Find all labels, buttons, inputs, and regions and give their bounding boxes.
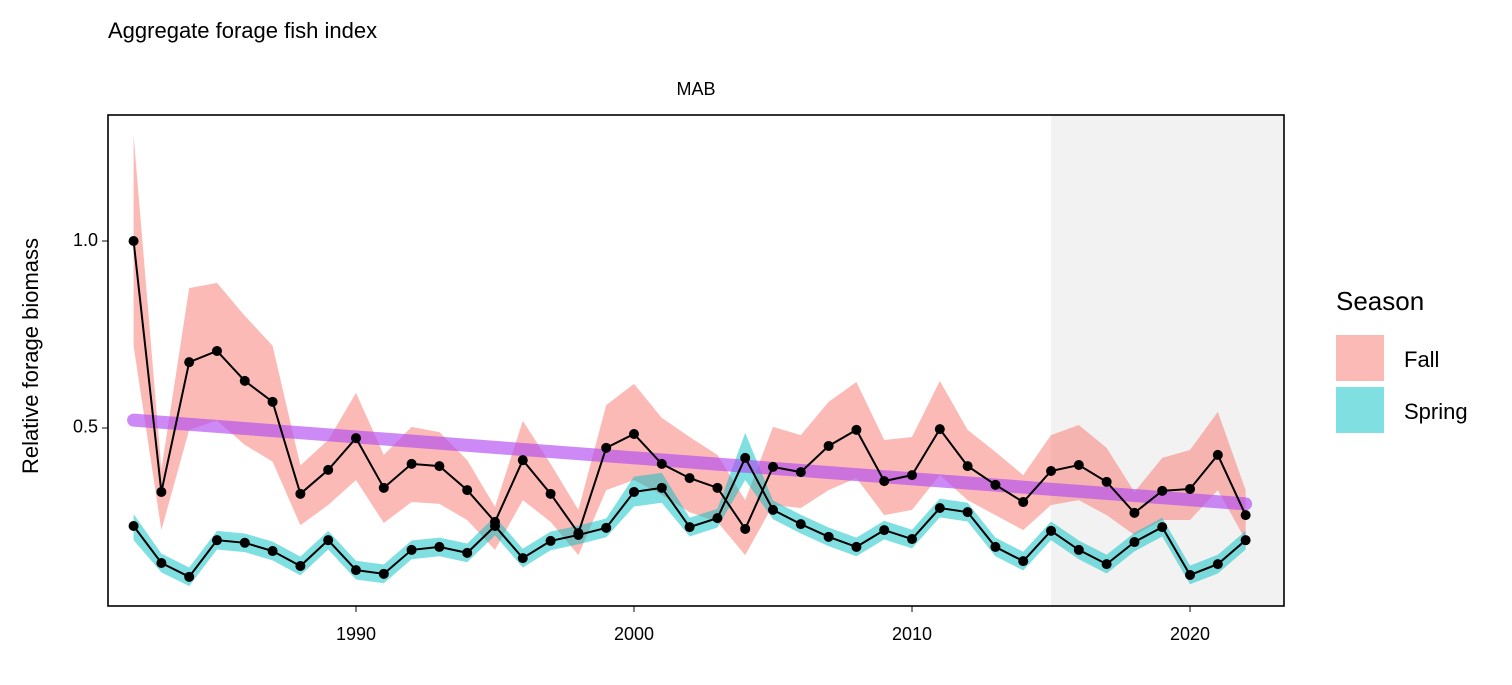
- data-point: [517, 553, 528, 564]
- data-point: [684, 522, 695, 533]
- data-point: [712, 513, 723, 524]
- data-point: [545, 535, 556, 546]
- data-point: [128, 236, 139, 247]
- data-point: [879, 525, 890, 536]
- data-point: [1185, 483, 1196, 494]
- data-point: [851, 541, 862, 552]
- data-point: [1101, 559, 1112, 570]
- data-point: [128, 520, 139, 531]
- data-point: [350, 433, 361, 444]
- data-point: [267, 396, 278, 407]
- data-point: [462, 485, 473, 496]
- data-point: [823, 440, 834, 451]
- x-tick-label: 2000: [614, 624, 654, 644]
- data-point: [601, 442, 612, 453]
- data-point: [323, 464, 334, 475]
- data-point: [629, 428, 640, 439]
- data-point: [406, 458, 417, 469]
- data-point: [934, 424, 945, 435]
- data-point: [962, 507, 973, 518]
- data-point: [740, 523, 751, 534]
- data-point: [1212, 449, 1223, 460]
- y-tick-label: 0.5: [73, 417, 98, 437]
- data-point: [907, 470, 918, 481]
- data-point: [267, 546, 278, 557]
- data-point: [573, 529, 584, 540]
- data-point: [879, 476, 890, 487]
- legend-key: [1336, 335, 1384, 381]
- data-point: [323, 535, 334, 546]
- y-axis-title: Relative forage biomass: [18, 238, 43, 474]
- x-tick-label: 2020: [1170, 624, 1210, 644]
- chart-title: Aggregate forage fish index: [108, 18, 377, 43]
- data-point: [489, 520, 500, 531]
- data-point: [1129, 507, 1140, 518]
- data-point: [434, 541, 445, 552]
- data-point: [1018, 497, 1029, 508]
- data-point: [934, 503, 945, 514]
- facet-label: MAB: [676, 79, 715, 99]
- data-point: [1157, 522, 1168, 533]
- data-point: [545, 488, 556, 499]
- data-point: [378, 568, 389, 579]
- data-point: [239, 537, 250, 548]
- x-tick-label: 1990: [336, 624, 376, 644]
- legend-title: Season: [1336, 286, 1424, 316]
- data-point: [656, 458, 667, 469]
- data-point: [239, 375, 250, 386]
- data-point: [184, 357, 195, 368]
- data-point: [684, 473, 695, 484]
- data-point: [211, 535, 222, 546]
- data-point: [990, 541, 1001, 552]
- data-point: [1240, 510, 1251, 521]
- data-point: [295, 488, 306, 499]
- data-point: [211, 345, 222, 356]
- data-point: [1046, 466, 1057, 477]
- data-point: [768, 461, 779, 472]
- data-point: [1157, 485, 1168, 496]
- x-tick-label: 2010: [892, 624, 932, 644]
- panel-border: [107, 114, 1285, 607]
- data-point: [295, 560, 306, 571]
- legend-label: Fall: [1404, 347, 1439, 372]
- data-point: [990, 479, 1001, 490]
- data-point: [434, 461, 445, 472]
- data-point: [823, 531, 834, 542]
- trend-line: [127, 413, 1253, 511]
- data-point: [462, 547, 473, 558]
- y-tick-label: 1.0: [73, 230, 98, 250]
- data-point: [378, 482, 389, 493]
- data-point: [406, 544, 417, 555]
- data-point: [601, 522, 612, 533]
- data-point: [795, 519, 806, 530]
- data-point: [629, 486, 640, 497]
- data-point: [740, 452, 751, 463]
- data-point: [712, 482, 723, 493]
- data-point: [184, 571, 195, 582]
- data-point: [1212, 559, 1223, 570]
- data-point: [1073, 460, 1084, 471]
- data-point: [1073, 544, 1084, 555]
- data-point: [962, 461, 973, 472]
- confidence-band: [133, 135, 1246, 556]
- data-point: [1101, 476, 1112, 487]
- data-point: [1129, 537, 1140, 548]
- data-point: [656, 482, 667, 493]
- data-point: [1046, 525, 1057, 536]
- legend-label: Spring: [1404, 399, 1468, 424]
- data-point: [907, 534, 918, 545]
- data-point: [1018, 556, 1029, 567]
- legend-key: [1336, 387, 1384, 433]
- data-point: [517, 455, 528, 466]
- data-point: [768, 504, 779, 515]
- data-point: [1185, 569, 1196, 580]
- data-point: [156, 557, 167, 568]
- data-point: [1240, 535, 1251, 546]
- data-point: [795, 467, 806, 478]
- data-point: [156, 486, 167, 497]
- data-point: [851, 424, 862, 435]
- data-point: [350, 565, 361, 576]
